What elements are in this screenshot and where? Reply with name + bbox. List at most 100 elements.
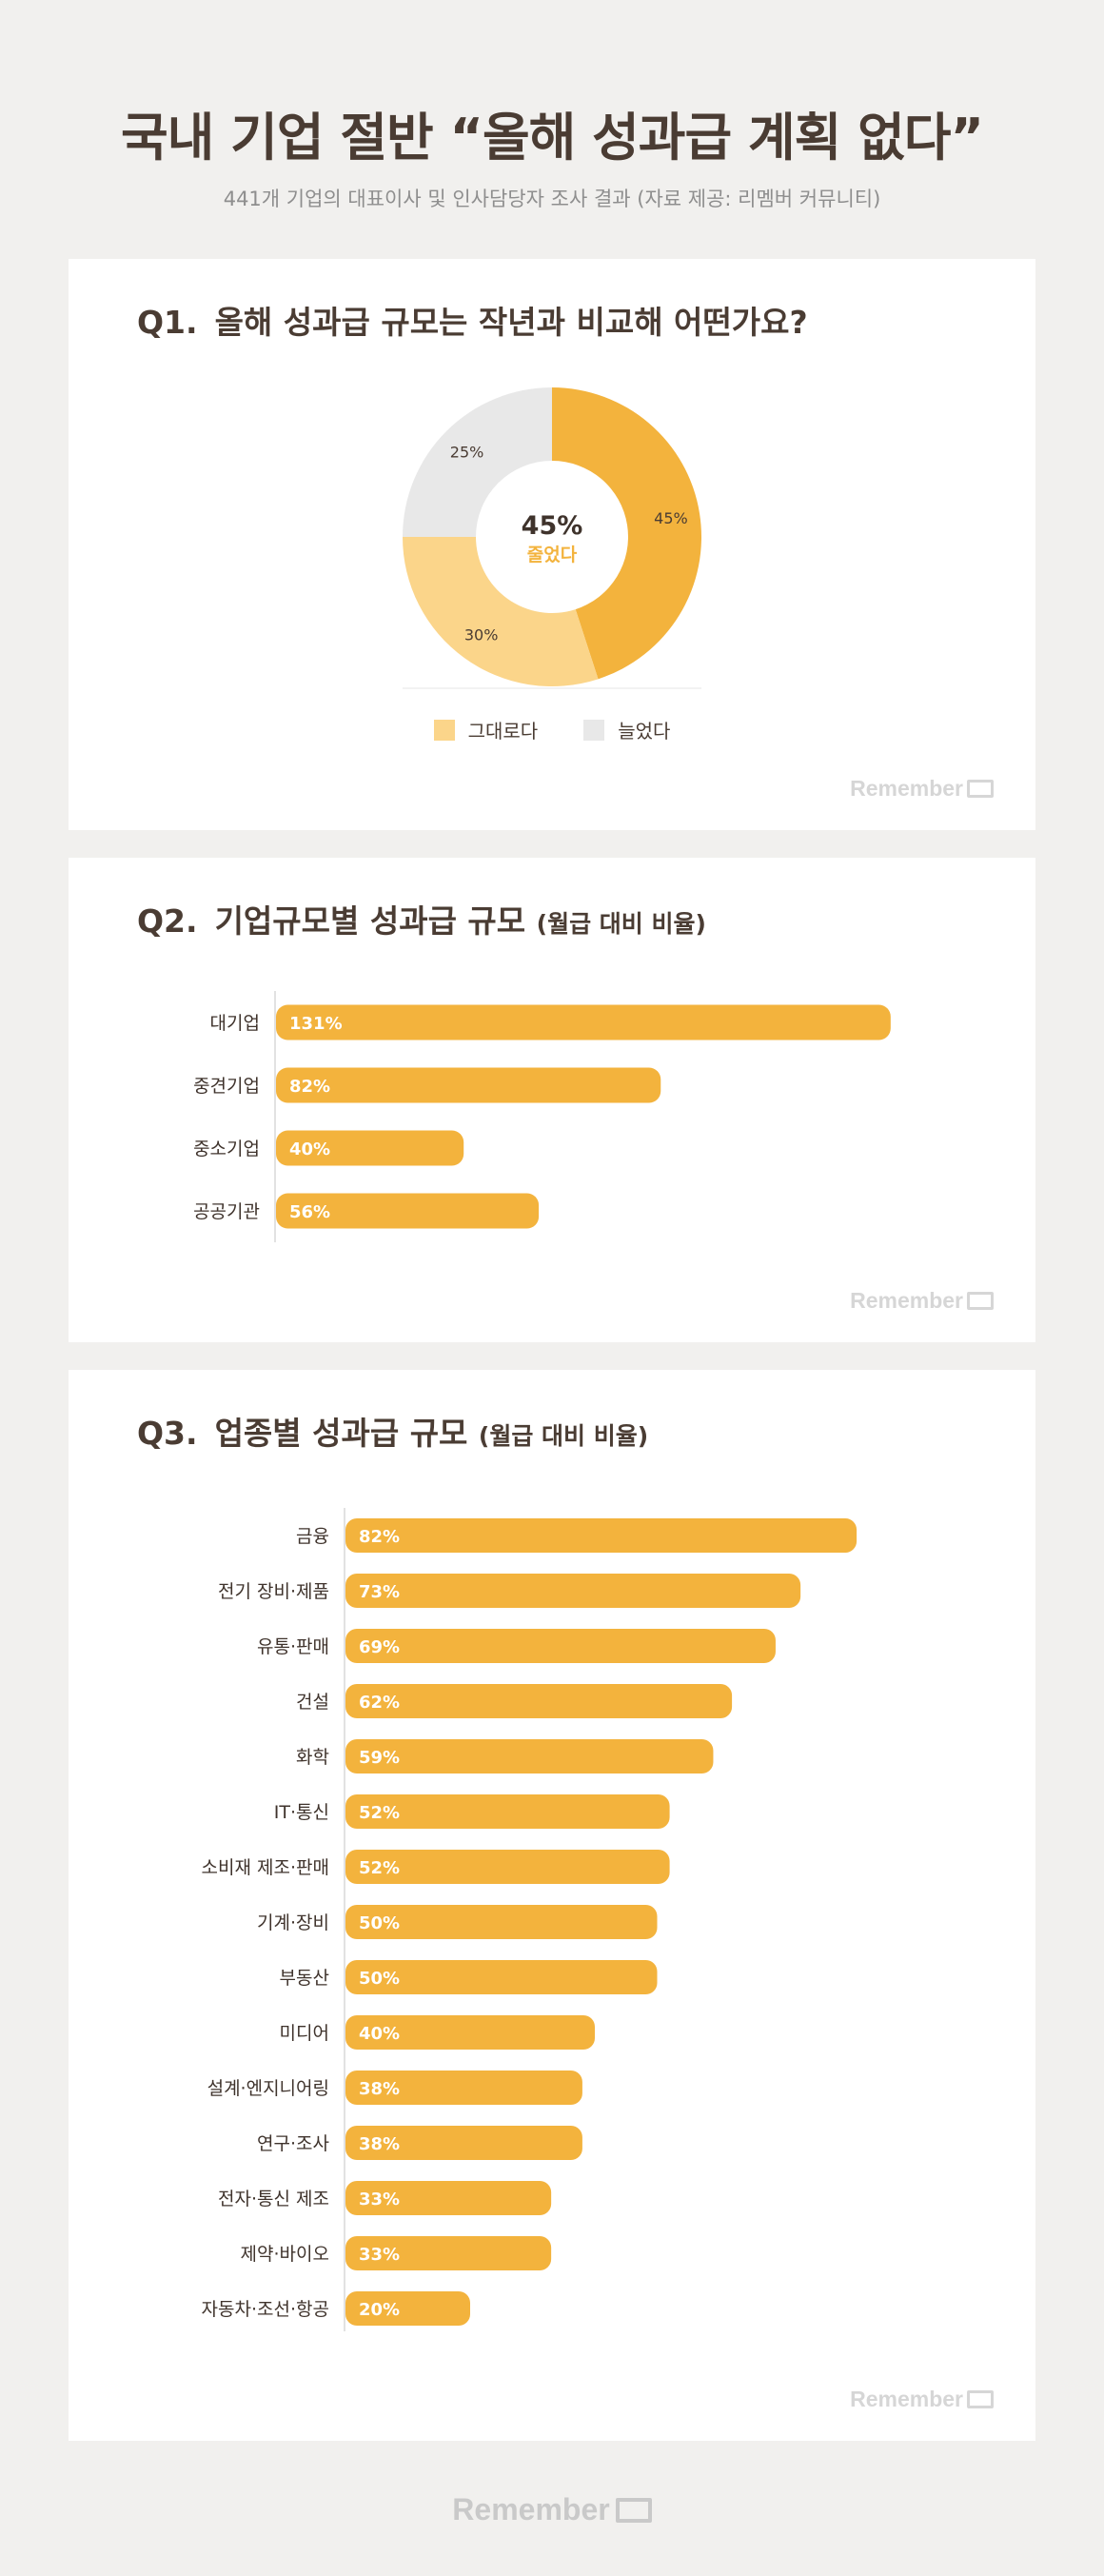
q2-value-label: 82% [289,1077,330,1097]
remember-logo: Remember [850,2387,994,2412]
q2-heading: Q2. 기업규모별 성과급 규모 (월급 대비 비율) [137,896,706,941]
q2-bar [276,1067,661,1103]
q3-bar [345,1905,658,1939]
q3-value-label: 62% [359,1693,400,1713]
q3-card: Q3. 업종별 성과급 규모 (월급 대비 비율) 금융 82% 전기 장비·제품 73… [69,1370,1035,2441]
q3-bar [345,2126,582,2160]
donut-slice-decreased [552,387,701,680]
donut-chart: 45% 줄었다 45% 30% 25% [402,387,701,689]
q3-bar [345,1739,714,1773]
q3-category-label: 기계·장비 [257,1912,329,1933]
q3-value-label: 38% [359,2079,400,2099]
q2-number: Q2. [137,902,198,940]
q3-value-label: 33% [359,2245,400,2265]
donut-slice-same [402,537,599,686]
q3-value-label: 82% [359,1527,400,1547]
legend-label-increased: 늘었다 [618,720,671,743]
donut-center-value: 45% [522,511,583,541]
q2-category-label: 중견기업 [193,1076,260,1097]
q2-note: (월급 대비 비율) [536,910,706,938]
q3-number: Q3. [137,1415,198,1452]
footer-logo-text: Remember [452,2492,610,2526]
q3-bar [345,1850,670,1884]
q3-category-label: 소비재 제조·판매 [202,1857,329,1878]
donut-slice-increased [403,387,552,537]
page-title: 국내 기업 절반 “올해 성과급 계획 없다” [121,108,984,168]
q2-card: Q2. 기업규모별 성과급 규모 (월급 대비 비율) 대기업 131% 중견기업 82… [69,858,1035,1342]
q2-value-label: 40% [289,1139,330,1159]
remember-logo-text: Remember [850,2387,963,2411]
q3-category-label: 전기 장비·제품 [218,1581,329,1602]
q3-category-label: 유통·판매 [257,1636,329,1657]
q3-category-label: 미디어 [280,2023,329,2044]
page-subtitle: 441개 기업의 대표이사 및 인사담당자 조사 결과 (자료 제공: 리멤버 … [223,188,881,210]
q3-bar [345,2071,582,2105]
q3-category-label: 자동차·조선·항공 [202,2299,329,2320]
q3-category-label: 설계·엔지니어링 [207,2078,329,2099]
footer-logo: Remember [0,2492,1104,2527]
q3-value-label: 33% [359,2190,400,2209]
q2-bar [276,1193,540,1229]
legend-label-same: 그대로다 [467,720,539,743]
q3-bar [345,2291,470,2326]
q3-category-label: 전자·통신 제조 [218,2189,329,2209]
remember-logo-icon [967,780,994,798]
remember-logo-icon [967,2390,994,2408]
donut-label-decreased: 45% [654,509,688,527]
q3-value-label: 73% [359,1582,400,1602]
industry-bar-chart: 금융 82% 전기 장비·제품 73% 유통·판매 69% 건설 62% 화학 59% IT·통신 5… [202,1508,858,2331]
q1-card: Q1. 올해 성과급 규모는 작년과 비교해 어떤가요? Remember [69,259,1035,830]
q2-category-label: 중소기업 [193,1139,260,1159]
q1-heading: Q1. 올해 성과급 규모는 작년과 비교해 어떤가요? [137,297,808,343]
q3-value-label: 50% [359,1913,400,1933]
q3-category-label: 부동산 [280,1968,329,1989]
legend-swatch-increased [583,719,605,741]
q1-legend: 그대로다 늘었다 [0,716,1104,743]
q3-title: 업종별 성과급 규모 [214,1415,468,1452]
donut-label-same: 30% [464,625,499,644]
q3-category-label: 금융 [296,1526,329,1547]
legend-item-increased: 늘었다 [583,716,670,743]
q3-value-label: 38% [359,2134,400,2154]
q3-category-label: 연구·조사 [257,2133,329,2154]
q3-bar [345,2181,552,2215]
footer-logo-icon [615,2497,652,2523]
q3-category-label: IT·통신 [274,1802,329,1823]
q1-title: 올해 성과급 규모는 작년과 비교해 어떤가요? [214,304,808,341]
q3-bar [345,1794,670,1829]
q2-title: 기업규모별 성과급 규모 [214,902,526,940]
q3-bar [345,2236,552,2270]
q3-value-label: 59% [359,1748,400,1768]
company-size-bar-chart: 대기업 131% 중견기업 82% 중소기업 40% 공공기관 56% [193,991,891,1242]
q2-bar [276,1004,891,1040]
q3-category-label: 건설 [296,1692,329,1713]
legend-swatch-same [433,719,455,741]
q3-bar [345,1960,658,1994]
q3-bar [345,1684,733,1718]
q3-value-label: 52% [359,1858,400,1878]
q2-category-label: 대기업 [210,1013,260,1034]
q3-value-label: 69% [359,1637,400,1657]
q3-bar [345,1574,801,1608]
q3-bar [345,1518,858,1553]
q3-bar [345,1629,776,1663]
q2-value-label: 131% [289,1014,343,1034]
remember-logo-text: Remember [850,1288,963,1313]
q2-category-label: 공공기관 [193,1201,260,1222]
donut-center-label: 줄었다 [527,545,578,565]
q3-category-label: 화학 [296,1747,329,1768]
q3-note: (월급 대비 비율) [478,1422,649,1450]
q3-bar [345,2015,595,2050]
q3-heading: Q3. 업종별 성과급 규모 (월급 대비 비율) [137,1408,648,1454]
remember-logo: Remember [850,1288,994,1314]
q3-category-label: 제약·바이오 [241,2244,329,2265]
remember-logo-text: Remember [850,776,963,801]
q3-value-label: 40% [359,2024,400,2044]
q3-value-label: 50% [359,1969,400,1989]
remember-logo-icon [967,1292,994,1310]
q2-bar [276,1130,464,1166]
q2-value-label: 56% [289,1202,330,1222]
q1-number: Q1. [137,304,198,341]
donut-label-increased: 25% [450,444,484,462]
q3-value-label: 52% [359,1803,400,1823]
